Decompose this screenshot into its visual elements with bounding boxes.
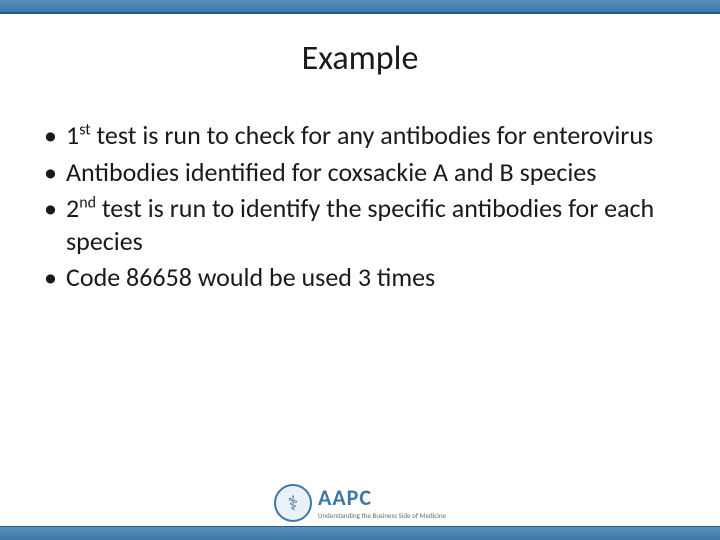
bullet-superscript: nd [79, 193, 96, 212]
bullet-superscript: st [79, 120, 90, 139]
top-accent-bar [0, 0, 720, 14]
bullet-item: Code 86658 would be used 3 times [36, 261, 684, 294]
caduceus-icon: ⚕ [288, 491, 299, 516]
bullet-text: Antibodies identified for coxsackie A an… [66, 156, 596, 188]
slide-footer: ⚕ AAPC Understanding the Business Side o… [0, 478, 720, 540]
bullet-text: Code 86658 would be used 3 times [66, 261, 435, 293]
bullet-text: test is run to identify the specific ant… [66, 192, 654, 257]
footer-logo: ⚕ AAPC Understanding the Business Side o… [274, 478, 446, 526]
logo-text-block: AAPC Understanding the Business Side of … [318, 487, 446, 520]
bullet-text: test is run to check for any antibodies … [91, 119, 654, 151]
bottom-accent-bar [0, 526, 720, 540]
logo-tagline: Understanding the Business Side of Medic… [318, 511, 446, 520]
bullet-item: 2nd test is run to identify the specific… [36, 192, 684, 257]
slide-content: 1st test is run to check for any antibod… [0, 119, 720, 478]
logo-seal-icon: ⚕ [274, 484, 312, 522]
bullet-prefix: 2 [66, 192, 79, 224]
logo-text: AAPC [318, 487, 446, 509]
bullet-list: 1st test is run to check for any antibod… [36, 119, 684, 294]
bullet-prefix: 1 [66, 119, 79, 151]
bullet-item: 1st test is run to check for any antibod… [36, 119, 684, 152]
bullet-item: Antibodies identified for coxsackie A an… [36, 156, 684, 189]
slide-title: Example [0, 38, 720, 79]
